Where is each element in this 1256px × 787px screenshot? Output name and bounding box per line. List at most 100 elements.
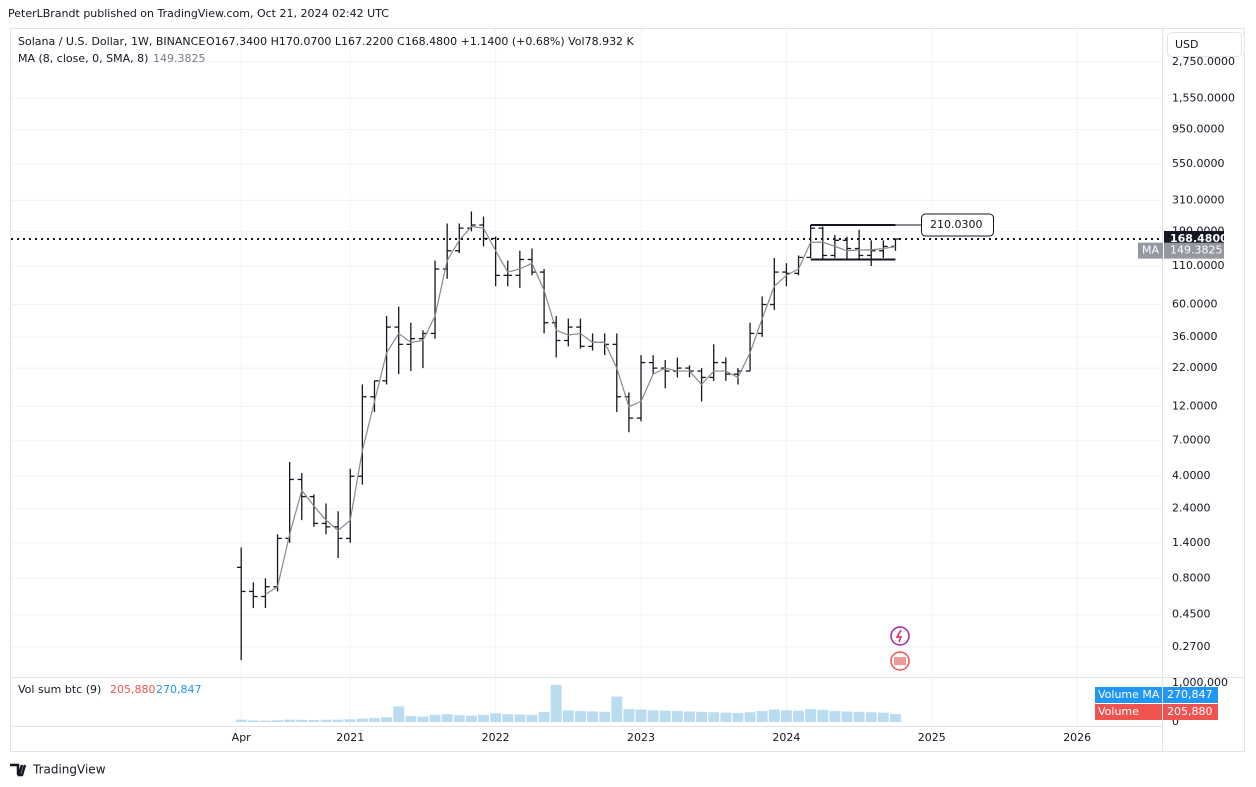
volume-bar	[768, 709, 780, 722]
volume-bar	[284, 719, 296, 722]
plot: 210.0300	[235, 211, 994, 722]
volume-bar	[247, 720, 259, 722]
volume-bar	[671, 711, 683, 722]
volume-ma: 270,847	[156, 683, 202, 696]
y-tick-label: 2,750.0000	[1172, 55, 1235, 68]
volume-bar	[296, 719, 308, 722]
event-icon-glyph	[895, 629, 903, 643]
volume-bar	[635, 709, 647, 722]
volume-bar	[599, 711, 611, 722]
volume-bar	[478, 714, 489, 722]
volume-bar	[877, 712, 889, 722]
volume-bar	[526, 714, 538, 722]
event-icon[interactable]	[890, 626, 910, 646]
volume-ma-name: Volume MA	[1098, 688, 1160, 701]
ma-tag: MA	[1142, 244, 1159, 257]
volume-bar	[441, 714, 453, 722]
range-label: 210.0300	[930, 218, 983, 231]
y-tick-label: 0.2700	[1172, 640, 1211, 653]
volume-bar	[611, 696, 623, 722]
y-tick-label: 2.4000	[1172, 502, 1211, 515]
volume-study: Vol sum btc (9)	[18, 683, 101, 696]
x-tick-label: 2026	[1063, 731, 1091, 744]
volume-bar	[890, 713, 901, 722]
volume-bar	[696, 711, 708, 722]
symbol: Solana / U.S. Dollar, 1W, BINANCE	[18, 35, 205, 48]
volume-bar	[817, 709, 829, 722]
volume-bar	[429, 714, 441, 722]
volume-bar	[562, 710, 574, 722]
x-tick-label: 2025	[918, 731, 946, 744]
volume-bar	[756, 711, 768, 722]
volume-last-name: Volume	[1098, 705, 1139, 718]
x-tick-label: Apr	[232, 731, 252, 744]
volume-bar	[381, 717, 393, 722]
y-tick-label: 60.0000	[1172, 297, 1218, 310]
volume-bar	[259, 720, 271, 722]
publisher: PeterLBrandt published on TradingView.co…	[8, 7, 389, 20]
volume-bar	[320, 719, 332, 722]
y-tick-label: 4.0000	[1172, 469, 1211, 482]
volume-last: 205,880	[110, 683, 156, 696]
volume-bar	[272, 720, 283, 722]
volume-bar	[780, 710, 792, 722]
ma-last-label: 149.3825	[1170, 244, 1223, 257]
volume-bar	[538, 711, 550, 722]
volume-bar	[369, 718, 380, 722]
volume-bar	[514, 714, 526, 722]
volume-bar	[865, 712, 877, 722]
volume-bar	[405, 716, 417, 722]
range-label-box	[921, 213, 994, 237]
volume-tick-label: 0	[1172, 715, 1179, 728]
footer: TradingView	[32, 763, 106, 777]
volume-bar	[732, 713, 744, 722]
logo	[10, 763, 27, 777]
y-tick-label: 950.0000	[1172, 122, 1225, 135]
y-tick-label: 0.4500	[1172, 608, 1211, 621]
volume-bar	[793, 710, 804, 722]
last-price-label: 168.4800	[1170, 232, 1228, 245]
y-tick-label: 1,550.0000	[1172, 91, 1235, 104]
volume-bar	[308, 720, 320, 722]
volume-bar	[235, 719, 247, 722]
y-tick-label: 12.0000	[1172, 400, 1218, 413]
x-tick-label: 2024	[772, 731, 800, 744]
grid	[11, 29, 1162, 726]
volume-bar	[805, 709, 817, 722]
volume-bar	[829, 711, 841, 722]
volume-bar	[417, 716, 429, 722]
y-tick-label: 110.0000	[1172, 259, 1225, 272]
volume-bar	[574, 711, 586, 722]
quote: O167.3400 H170.0700 L167.2200 C168.4800 …	[206, 35, 635, 48]
y-tick-label: 550.0000	[1172, 157, 1225, 170]
volume-ma-value-box	[1163, 687, 1218, 703]
x-tick-label: 2021	[336, 731, 364, 744]
volume-bar	[465, 715, 477, 722]
volume-last-name-box	[1095, 704, 1162, 720]
currency[interactable]: USD	[1175, 38, 1199, 51]
volume-bar	[720, 712, 732, 722]
volume-bar	[744, 712, 756, 722]
volume-bar	[841, 711, 853, 722]
flag-glyph	[894, 657, 906, 665]
volume-bar	[708, 712, 720, 722]
ma-value: 149.3825	[153, 52, 206, 65]
y-tick-label: 0.8000	[1172, 571, 1211, 584]
volume-bar	[659, 710, 671, 722]
volume-bar	[453, 715, 465, 722]
frame	[10, 28, 1245, 752]
volume-bar	[587, 711, 599, 722]
volume-bar	[647, 710, 659, 722]
volume-bar	[684, 711, 695, 722]
volume-bar	[853, 711, 865, 722]
volume-tick-label: 1,000,000	[1172, 676, 1228, 689]
volume-bar	[356, 718, 368, 722]
volume-bar	[623, 709, 635, 722]
volume-bar	[490, 713, 502, 722]
volume-last-value-box	[1163, 704, 1218, 720]
ma-tag-box	[1138, 242, 1163, 259]
currency-button[interactable]	[1167, 32, 1242, 57]
volume-last-value: 205,880	[1167, 705, 1213, 718]
x-tick-label: 2023	[627, 731, 655, 744]
